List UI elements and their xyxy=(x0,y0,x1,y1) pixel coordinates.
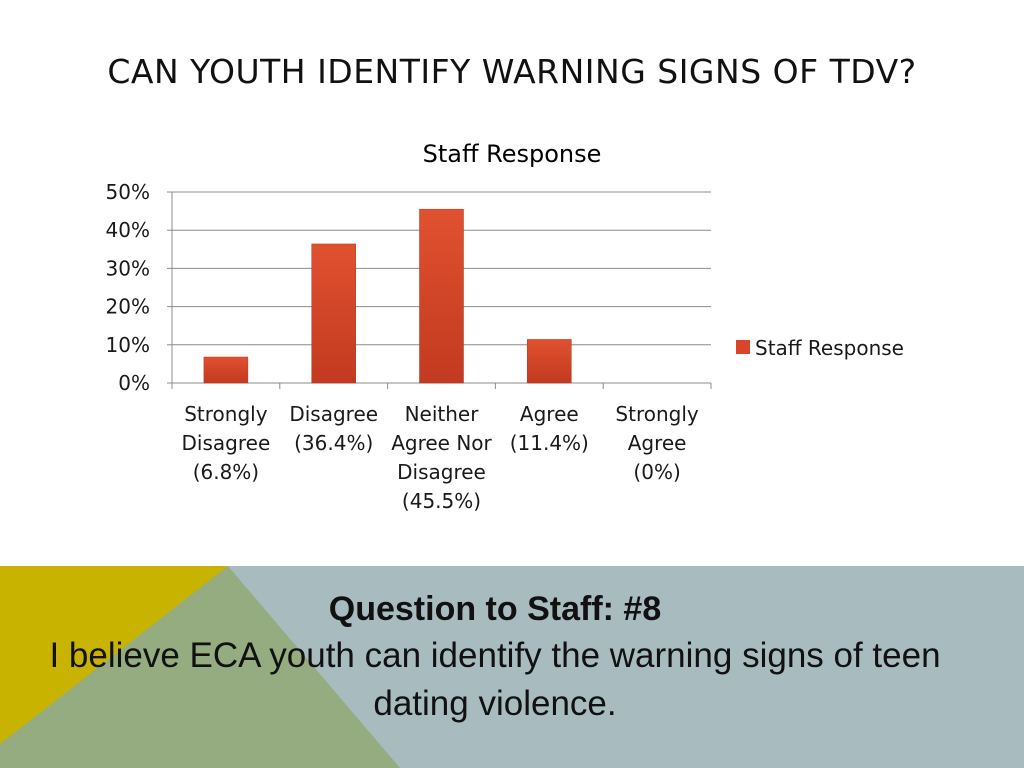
legend-label: Staff Response xyxy=(755,336,904,360)
chart-title: Staff Response xyxy=(423,140,602,168)
y-tick-label: 30% xyxy=(106,256,150,280)
x-tick-label: Disagree xyxy=(397,460,486,484)
caption: Question to Staff: #8 I believe ECA yout… xyxy=(0,588,990,728)
question-text: I believe ECA youth can identify the war… xyxy=(49,636,941,723)
x-tick-label: (0%) xyxy=(633,460,680,484)
x-tick-label: (36.4%) xyxy=(294,431,373,455)
bar-chart: Staff Response 0% 10% 20% 30% 40% 50% Strongl… xyxy=(106,140,904,513)
y-tick-label: 10% xyxy=(106,333,150,357)
axes: 0% 10% 20% 30% 40% 50% xyxy=(106,180,712,395)
bar xyxy=(203,356,249,384)
x-tick-label: (11.4%) xyxy=(510,431,589,455)
bar xyxy=(527,339,572,384)
y-tick-label: 20% xyxy=(106,295,150,319)
y-tick-label: 50% xyxy=(106,180,150,204)
x-tick-label: Strongly xyxy=(184,402,267,426)
caption-band: Question to Staff: #8 I believe ECA yout… xyxy=(0,566,1024,768)
x-tick-label: Disagree xyxy=(289,402,378,426)
x-tick-label: (45.5%) xyxy=(402,489,481,513)
legend-swatch xyxy=(736,340,750,354)
x-tick-label: Agree Nor xyxy=(391,431,492,455)
x-tick-label: (6.8%) xyxy=(193,460,259,484)
x-tick-label: Neither xyxy=(405,402,480,426)
bar xyxy=(419,208,464,384)
y-tick-label: 40% xyxy=(106,218,150,242)
x-tick-label: Strongly xyxy=(615,402,698,426)
y-tick-label: 0% xyxy=(118,371,150,395)
decorative-band-shapes xyxy=(0,566,1024,768)
slide-title: CAN YOUTH IDENTIFY WARNING SIGNS OF TDV? xyxy=(107,52,917,91)
x-tick-label: Agree xyxy=(520,402,579,426)
x-tick-label: Agree xyxy=(628,431,687,455)
category-labels: Strongly Disagree (6.8%) Disagree (36.4%) Nei… xyxy=(182,402,699,513)
bars xyxy=(203,208,572,384)
legend: Staff Response xyxy=(736,336,904,360)
bar xyxy=(311,243,356,384)
x-tick-label: Disagree xyxy=(182,431,271,455)
question-heading: Question to Staff: #8 xyxy=(328,590,662,628)
